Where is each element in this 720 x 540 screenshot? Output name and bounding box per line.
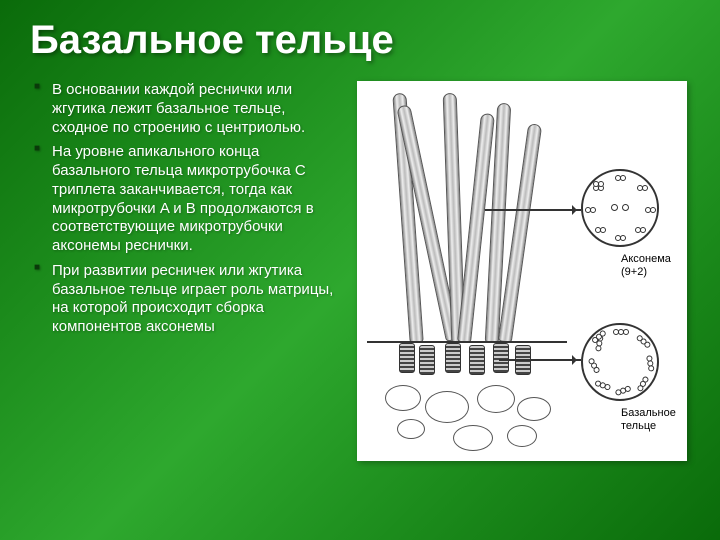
figure-column: Аксонема (9+2) Базальное тельце [354, 81, 690, 520]
text-column: В основании каждой реснички или жгутика … [30, 81, 340, 520]
basal-label-text2: тельце [621, 420, 656, 432]
cytoplasm-blob [507, 425, 537, 447]
basal-body-shape [493, 343, 509, 373]
bullet-list: В основании каждой реснички или жгутика … [30, 81, 340, 337]
cytoplasm-blob [425, 391, 469, 423]
cytoplasm-blob [477, 385, 515, 413]
content-row: В основании каждой реснички или жгутика … [30, 81, 690, 520]
basal-label: Базальное тельце [621, 407, 689, 432]
microtubule-triplet [592, 378, 611, 391]
microtubule-doublet [585, 207, 599, 214]
axoneme-label: Аксонема (9+2) [621, 253, 689, 278]
microtubule-doublet [595, 227, 609, 234]
cytoplasm-blob [517, 397, 551, 421]
microtubule-doublet [593, 181, 607, 188]
axoneme-cross-section [581, 169, 659, 247]
slide-title: Базальное тельце [30, 18, 690, 63]
basal-label-text1: Базальное [621, 407, 676, 419]
microtubule-doublet [635, 227, 649, 234]
bullet-item: В основании каждой реснички или жгутика … [30, 81, 340, 137]
cytoplasm-blob [385, 385, 421, 411]
basal-body-shape [399, 343, 415, 373]
microtubule-triplet [613, 329, 631, 336]
arrow-to-axoneme [485, 209, 581, 211]
microtubule-doublet [645, 207, 659, 214]
microtubule-triplet [634, 375, 649, 394]
microtubule-triplet [635, 334, 653, 351]
microtubule-triplet [612, 384, 631, 397]
microtubule-doublet [615, 175, 629, 182]
cytoplasm-blob [397, 419, 425, 439]
microtubule-triplet [586, 355, 601, 374]
basal-body-shape [469, 345, 485, 375]
bullet-item: При развитии ресничек или жгутика базаль… [30, 262, 340, 337]
arrow-to-basal [499, 359, 581, 361]
axoneme-label-sub: (9+2) [621, 266, 647, 278]
basal-cross-section [581, 323, 659, 401]
cilia-illustration [367, 89, 567, 453]
slide: Базальное тельце В основании каждой ресн… [0, 0, 720, 540]
microtubule-triplet [645, 355, 655, 374]
bullet-item: На уровне апикального конца базального т… [30, 143, 340, 256]
basal-body-shape [445, 343, 461, 373]
basal-body-shape [419, 345, 435, 375]
cytoplasm-blob [453, 425, 493, 451]
axoneme-label-text: Аксонема [621, 253, 671, 265]
membrane-line [367, 341, 567, 343]
microtubule-doublet [637, 185, 651, 192]
microtubule-doublet [615, 235, 629, 242]
figure-panel: Аксонема (9+2) Базальное тельце [357, 81, 687, 461]
central-pair [611, 203, 629, 213]
